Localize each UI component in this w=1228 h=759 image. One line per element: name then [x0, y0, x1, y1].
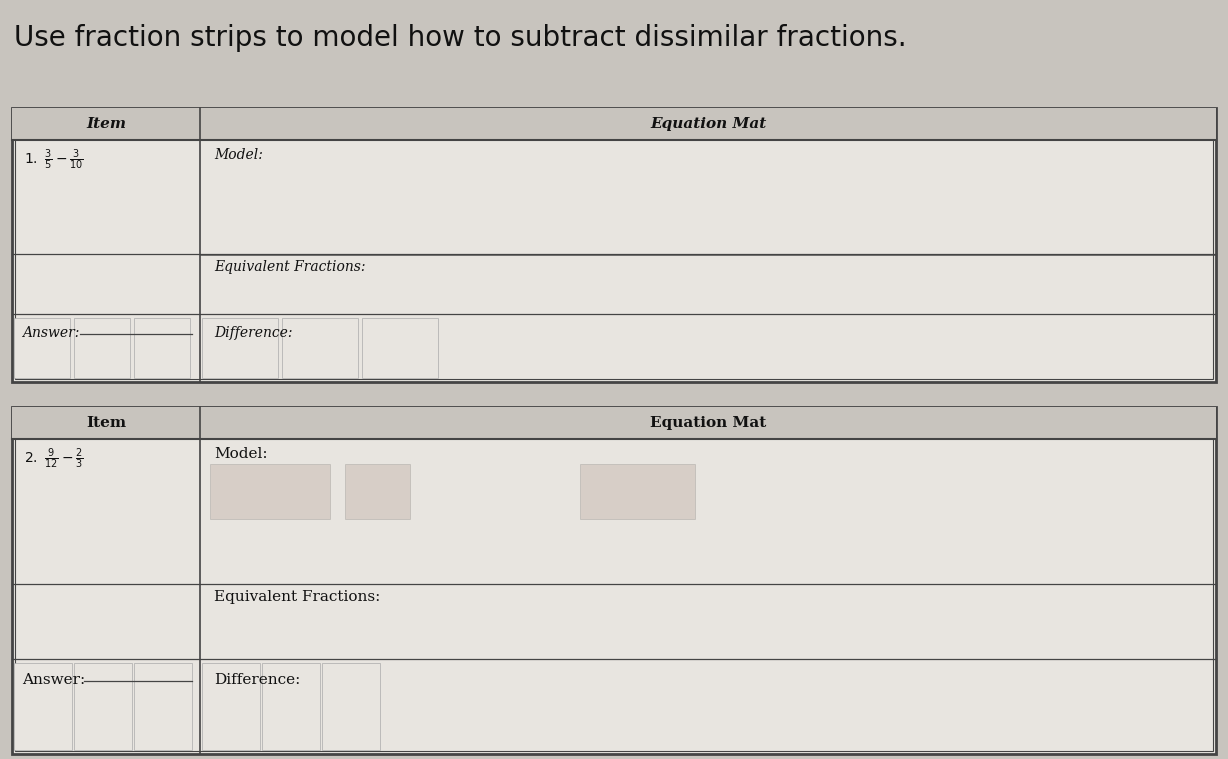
Bar: [12, 407, 1216, 439]
Bar: [134, 318, 190, 378]
Bar: [12, 108, 1216, 382]
Bar: [14, 318, 70, 378]
Text: Equivalent Fractions:: Equivalent Fractions:: [214, 260, 366, 274]
Text: Difference:: Difference:: [214, 326, 292, 340]
Text: Equivalent Fractions:: Equivalent Fractions:: [214, 590, 381, 604]
Bar: [15, 410, 1213, 751]
Text: $1. \ \frac{3}{5} - \frac{3}{10}$: $1. \ \frac{3}{5} - \frac{3}{10}$: [25, 148, 84, 172]
Text: Equation Mat: Equation Mat: [650, 416, 766, 430]
Bar: [345, 464, 410, 519]
Bar: [362, 318, 438, 378]
Bar: [201, 318, 278, 378]
Bar: [262, 663, 321, 750]
Text: Item: Item: [86, 117, 126, 131]
Text: Item: Item: [86, 416, 126, 430]
Bar: [74, 318, 130, 378]
Bar: [210, 464, 330, 519]
Bar: [74, 663, 131, 750]
Bar: [12, 407, 1216, 754]
Bar: [12, 108, 1216, 140]
Text: Equation Mat: Equation Mat: [650, 117, 766, 131]
Bar: [201, 663, 260, 750]
Text: Answer:: Answer:: [22, 673, 85, 687]
Text: Answer:: Answer:: [22, 326, 80, 340]
Bar: [580, 464, 695, 519]
Text: Difference:: Difference:: [214, 673, 301, 687]
Bar: [322, 663, 379, 750]
Bar: [134, 663, 192, 750]
Bar: [282, 318, 359, 378]
Text: $2. \ \frac{9}{12} - \frac{2}{3}$: $2. \ \frac{9}{12} - \frac{2}{3}$: [25, 447, 84, 471]
Bar: [12, 407, 1216, 754]
Text: Model:: Model:: [214, 447, 268, 461]
Bar: [14, 663, 72, 750]
Bar: [15, 111, 1213, 379]
Bar: [12, 108, 1216, 382]
Text: Use fraction strips to model how to subtract dissimilar fractions.: Use fraction strips to model how to subt…: [14, 24, 906, 52]
Text: Model:: Model:: [214, 148, 263, 162]
